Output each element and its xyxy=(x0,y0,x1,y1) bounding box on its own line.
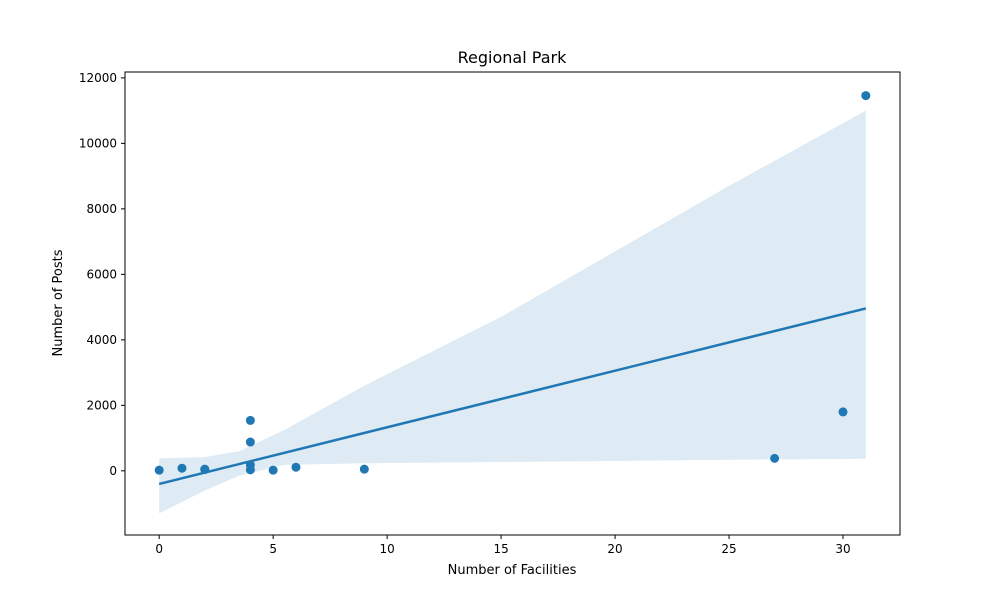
data-point xyxy=(177,463,187,473)
plot-area xyxy=(154,91,871,514)
x-tick-label: 10 xyxy=(379,542,394,556)
data-point xyxy=(838,407,848,417)
x-axis: 0 5 10 15 20 25 30 xyxy=(155,535,851,556)
x-tick-label: 25 xyxy=(721,542,736,556)
data-point xyxy=(245,415,255,425)
x-tick-label: 20 xyxy=(607,542,622,556)
data-points xyxy=(154,91,871,475)
y-tick-label: 12000 xyxy=(79,71,117,85)
x-tick-label: 5 xyxy=(269,542,277,556)
x-tick-label: 0 xyxy=(155,542,163,556)
confidence-band xyxy=(159,110,866,514)
y-axis-title: Number of Posts xyxy=(51,249,66,356)
data-point xyxy=(770,453,780,463)
data-point xyxy=(245,465,255,475)
x-axis-title: Number of Facilities xyxy=(448,563,577,578)
y-axis: 0 2000 4000 6000 8000 10000 12000 xyxy=(79,71,125,478)
y-tick-label: 2000 xyxy=(86,398,117,412)
data-point xyxy=(268,465,278,475)
y-tick-label: 10000 xyxy=(79,136,117,150)
plot-frame xyxy=(124,71,901,536)
data-point xyxy=(861,91,871,101)
y-tick-label: 0 xyxy=(109,464,117,478)
y-tick-label: 6000 xyxy=(86,267,117,281)
chart-title: Regional Park xyxy=(458,48,567,67)
data-point xyxy=(245,437,255,447)
x-tick-label: 15 xyxy=(493,542,508,556)
y-tick-label: 4000 xyxy=(86,333,117,347)
x-tick-label: 30 xyxy=(835,542,850,556)
y-tick-label: 8000 xyxy=(86,202,117,216)
data-point xyxy=(359,464,369,474)
data-point xyxy=(200,465,210,475)
data-point xyxy=(154,465,164,475)
data-point xyxy=(291,462,301,472)
regression-line xyxy=(158,307,867,486)
